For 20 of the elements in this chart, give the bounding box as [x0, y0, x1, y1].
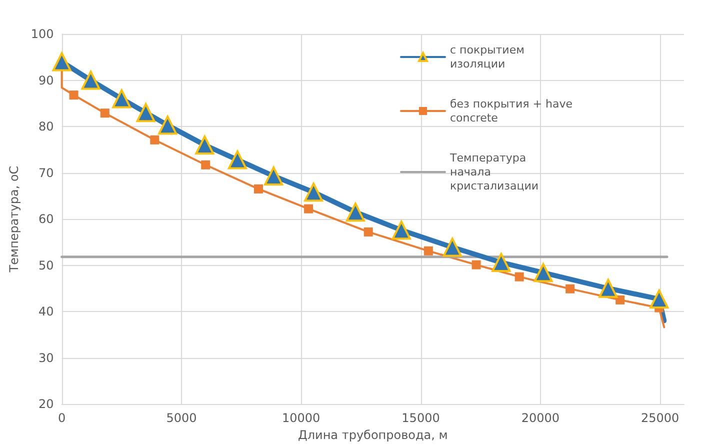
x-tick-label: 10000 — [282, 411, 320, 425]
x-tick-label: 5000 — [166, 411, 197, 425]
legend-label: Температура начала кристализации — [449, 152, 539, 192]
legend-label: без покрытия + have concrete — [450, 98, 576, 124]
x-axis-title: Длина трубопровода, м — [298, 428, 448, 442]
y-tick-label: 70 — [38, 166, 54, 180]
y-tick-label: 60 — [38, 212, 54, 226]
y-tick-label: 90 — [38, 73, 54, 88]
x-tick-label: 25000 — [640, 411, 680, 425]
x-tick-label: 20000 — [521, 411, 560, 425]
y-tick-label: 100 — [30, 27, 54, 41]
y-tick-label: 80 — [38, 120, 54, 134]
y-tick-label: 50 — [38, 258, 54, 272]
x-tick-label: 15000 — [402, 411, 440, 425]
y-tick-label: 40 — [38, 304, 54, 318]
legend-label: с покрытием изоляции — [450, 44, 528, 70]
x-tick-label: 0 — [58, 411, 66, 425]
y-axis-title: Температура, оС — [7, 166, 21, 274]
y-tick-label: 20 — [38, 397, 54, 411]
y-tick-label: 30 — [38, 350, 54, 365]
